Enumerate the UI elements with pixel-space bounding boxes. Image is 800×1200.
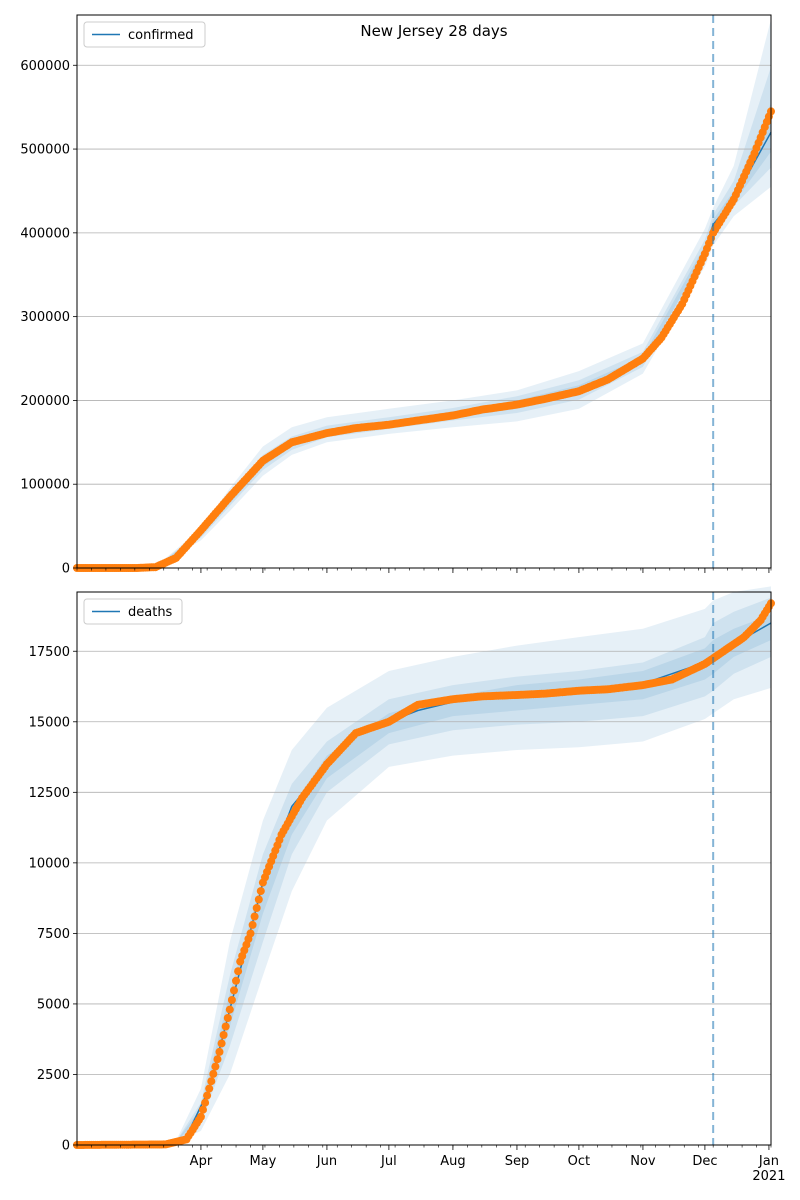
observed-points bbox=[73, 599, 775, 1149]
y-axis-ticks: 0 100000 200000 300000 400000 500000 600000 bbox=[20, 59, 77, 577]
y-tick-label: 200000 bbox=[20, 394, 70, 409]
y-tick-label: 10000 bbox=[29, 856, 70, 871]
y-tick-label: 600000 bbox=[20, 59, 70, 74]
y-tick-label: 5000 bbox=[37, 997, 70, 1012]
gridlines bbox=[77, 650, 771, 1075]
x-tick-label: Jun bbox=[316, 1154, 337, 1169]
x-tick-label: Jan bbox=[758, 1154, 779, 1169]
y-tick-label: 17500 bbox=[29, 645, 70, 660]
y-tick-label: 300000 bbox=[20, 310, 70, 325]
confidence-band bbox=[155, 103, 771, 568]
x-tick-label: 2021 bbox=[752, 1169, 785, 1184]
observed-points bbox=[73, 107, 775, 572]
axes-frame bbox=[76, 14, 772, 569]
observed-point bbox=[217, 1039, 226, 1048]
observed-point bbox=[248, 920, 257, 929]
observed-point bbox=[213, 1055, 222, 1064]
y-tick-label: 100000 bbox=[20, 478, 70, 493]
observed-point bbox=[201, 1098, 210, 1107]
y-tick-label: 7500 bbox=[37, 927, 70, 942]
observed-point bbox=[207, 1077, 216, 1086]
model-line bbox=[77, 131, 772, 569]
confidence-band bbox=[176, 586, 772, 1143]
y-tick-label: 0 bbox=[62, 562, 70, 577]
confidence-bands bbox=[155, 19, 771, 568]
y-tick-label: 500000 bbox=[20, 143, 70, 158]
legend-box bbox=[83, 21, 206, 48]
observed-point bbox=[199, 1105, 207, 1114]
legend-label-deaths: deaths bbox=[128, 605, 173, 620]
observed-point bbox=[230, 986, 238, 995]
y-tick-label: 12500 bbox=[29, 786, 70, 801]
confidence-band bbox=[155, 66, 771, 568]
legend: confirmed bbox=[83, 21, 206, 48]
legend-label-confirmed: confirmed bbox=[128, 28, 194, 43]
observed-point bbox=[225, 1005, 234, 1014]
observed-point bbox=[196, 1112, 205, 1121]
x-tick-label: Apr bbox=[190, 1154, 213, 1169]
x-tick-label: Nov bbox=[630, 1154, 656, 1169]
observed-point bbox=[234, 967, 243, 976]
observed-point bbox=[219, 1031, 228, 1039]
observed-point bbox=[223, 1014, 232, 1022]
x-axis-ticks bbox=[76, 568, 772, 573]
observed-point bbox=[246, 929, 255, 938]
legend: deaths bbox=[83, 598, 183, 625]
x-tick-label: Sep bbox=[505, 1154, 530, 1169]
observed-point bbox=[205, 1084, 214, 1093]
observed-point bbox=[203, 1091, 212, 1100]
legend-box bbox=[83, 598, 183, 625]
x-tick-label: Oct bbox=[568, 1154, 590, 1169]
y-tick-label: 0 bbox=[62, 1139, 70, 1154]
observed-point bbox=[252, 904, 261, 912]
observed-point bbox=[211, 1062, 220, 1071]
confidence-band bbox=[155, 19, 771, 568]
observed-point bbox=[256, 887, 265, 896]
confirmed-chart-panel: 0 100000 200000 300000 400000 500000 600000 Ne… bbox=[20, 14, 775, 577]
observed-point bbox=[209, 1069, 218, 1078]
observed-point bbox=[215, 1047, 224, 1056]
chart-title: New Jersey 28 days bbox=[360, 22, 507, 40]
x-tick-label: Jul bbox=[380, 1154, 397, 1169]
y-tick-label: 2500 bbox=[37, 1068, 70, 1083]
x-tick-label: Dec bbox=[692, 1154, 717, 1169]
y-axis-ticks: 0 2500 5000 7500 10000 12500 15000 17500 bbox=[29, 645, 77, 1154]
y-tick-label: 15000 bbox=[29, 715, 70, 730]
observed-point bbox=[250, 912, 259, 921]
confidence-band bbox=[176, 614, 772, 1142]
observed-point bbox=[227, 996, 236, 1004]
series-line-confirmed bbox=[77, 131, 772, 569]
observed-point bbox=[254, 895, 263, 904]
confidence-band bbox=[176, 597, 772, 1143]
x-tick-label: Aug bbox=[440, 1154, 465, 1169]
y-tick-label: 400000 bbox=[20, 226, 70, 241]
deaths-chart-panel: 0 2500 5000 7500 10000 12500 15000 17500 Apr May… bbox=[29, 586, 785, 1184]
confidence-bands bbox=[176, 586, 772, 1143]
x-tick-label: May bbox=[249, 1154, 276, 1169]
observed-point bbox=[232, 976, 240, 985]
gridlines bbox=[77, 64, 771, 485]
observed-point bbox=[221, 1022, 230, 1031]
